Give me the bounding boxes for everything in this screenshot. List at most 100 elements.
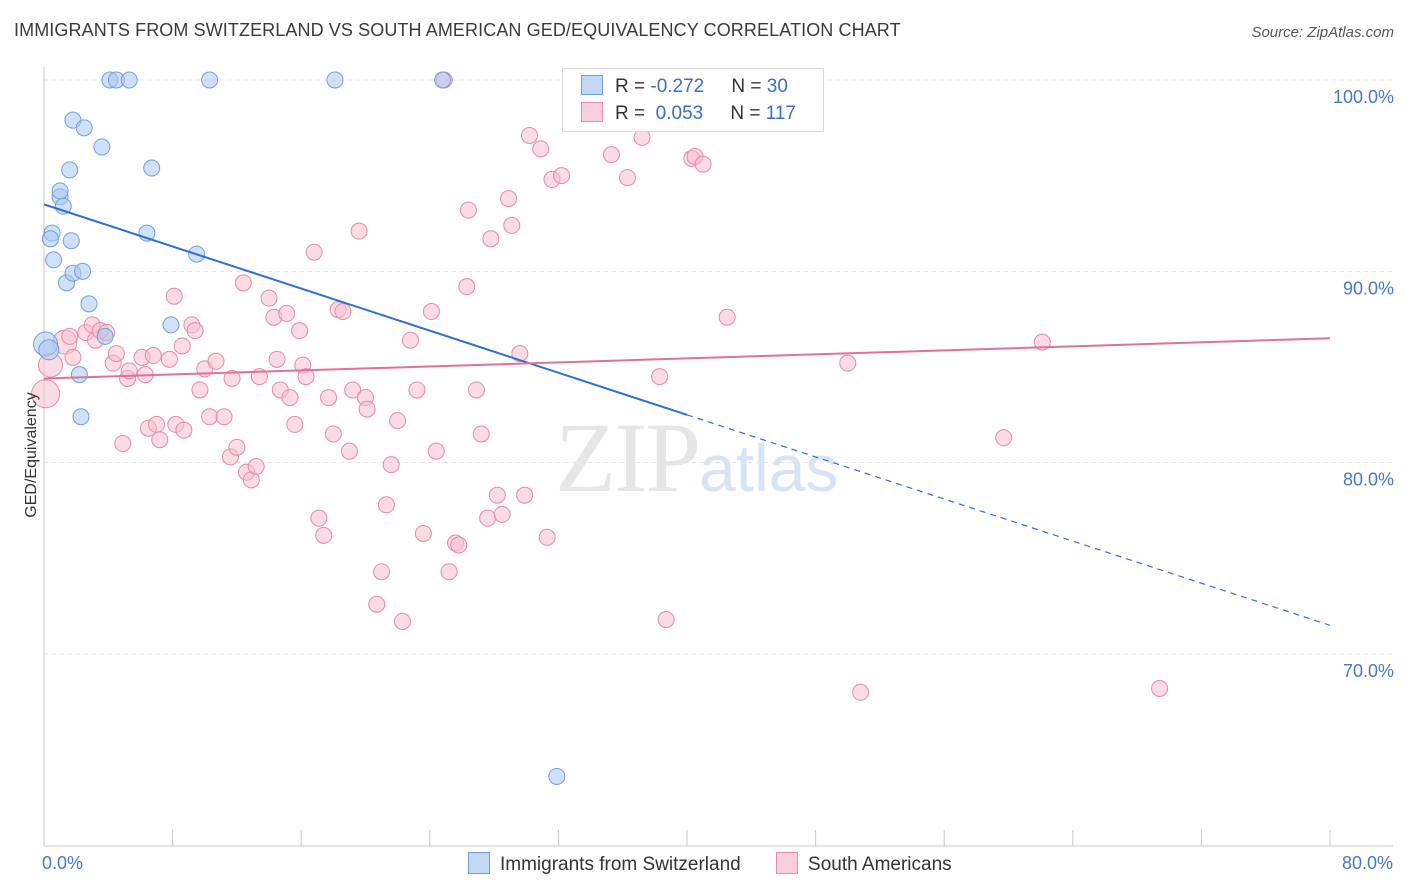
switzerland-point [93,138,111,156]
south-american-point [268,350,286,368]
switzerland-point [96,327,114,345]
south-american-point [657,611,675,629]
y-tick-label: 80.0% [1343,470,1394,490]
south-american-point [511,345,529,363]
south-american-point [191,381,209,399]
south-american-point [995,429,1013,447]
south-american-point [839,354,857,372]
south-american-point [247,457,265,475]
south-american-point [553,167,571,185]
south-american-point [651,368,669,386]
south-american-point [852,683,870,701]
x-tick-label: 80.0% [1342,853,1393,873]
south-american-point [151,431,169,449]
x-tick-label: 0.0% [42,853,83,873]
data-points [31,71,1169,785]
legend-n-value: 30 [766,76,788,97]
south-american-point [422,303,440,321]
switzerland-point [162,316,180,334]
series-legend: Immigrants from Switzerland South Americ… [468,852,982,876]
switzerland-point [61,161,79,179]
legend-r-value: 0.053 [655,103,704,124]
south-american-point [619,169,637,187]
trend-lines [43,203,1331,626]
south-american-point [1033,333,1051,351]
legend-n-label: N = [730,103,766,124]
south-american-point [61,327,79,345]
legend-swatch-blue [468,852,490,874]
legend-r-label: R = [615,103,651,124]
source-credit: Source: ZipAtlas.com [1251,24,1394,41]
south-american-point [286,415,304,433]
legend-swatch-pink [776,852,799,874]
watermark-atlas: atlas [699,431,839,505]
south-american-point [472,425,490,443]
legend-r-value: -0.272 [650,76,705,97]
south-american-point [414,524,432,542]
south-american-point [320,389,338,407]
south-american-point [694,155,712,173]
south-american-point [493,505,511,523]
south-american-point [207,352,225,370]
watermark: ZIPatlas [555,400,838,515]
south-american-point [482,230,500,248]
legend-n-label: N = [731,76,767,97]
south-american-point [450,536,468,554]
legend-swatch-pink [581,102,603,122]
south-american-point [340,442,358,460]
south-american-point [459,201,477,219]
switzerland-point [38,339,60,361]
switzerland-point [434,71,452,89]
switzerland-point [51,182,69,200]
south-american-point [1151,679,1169,697]
south-american-point [488,486,506,504]
south-american-point [373,563,391,581]
south-american-point [315,526,333,544]
south-american-point [260,289,278,307]
south-american-point [215,408,233,426]
y-axis-label: GED/Equivalency [23,392,40,517]
south-american-point [427,442,445,460]
south-american-point [160,350,178,368]
south-american-point [377,496,395,514]
south-american-point [310,509,328,527]
south-american-point [602,146,620,164]
south-american-point [228,438,246,456]
south-american-point [382,456,400,474]
legend-item-switzerland: Immigrants from Switzerland [468,852,741,876]
south-american-point [165,287,183,305]
south-american-point [107,345,125,363]
south-american-point [173,337,191,355]
south-american-point [350,222,368,240]
south-american-point [503,216,521,234]
watermark-zip: ZIP [555,402,701,513]
stats-legend: R = -0.272 N = 30 R = 0.053 N = 117 [562,68,824,132]
south-american-point [144,347,162,365]
south-american-point [186,322,204,340]
switzerland-point [74,262,92,280]
south-american-point [516,486,534,504]
south-american-point [175,421,193,439]
south-american-point [389,412,407,430]
switzerland-point [80,295,98,313]
south-american-point [291,322,309,340]
south-american-point [538,528,556,546]
legend-label-south-americans: South Americans [808,854,952,875]
y-tick-label: 100.0% [1333,87,1394,107]
legend-label-switzerland: Immigrants from Switzerland [500,854,741,875]
south-american-point [297,368,315,386]
legend-row-switzerland: R = -0.272 N = 30 [581,75,788,98]
grid-lines [44,79,1395,655]
legend-item-south-americans: South Americans [776,852,952,876]
south-american-point [467,381,485,399]
switzerland-trend-line [43,203,688,416]
south-american-point [520,126,538,144]
switzerland-point [143,159,161,177]
south-american-point [458,278,476,296]
south-american-point [324,425,342,443]
switzerland-point [120,71,138,89]
south-american-point [281,389,299,407]
switzerland-point [75,119,93,137]
south-american-point [532,140,550,158]
